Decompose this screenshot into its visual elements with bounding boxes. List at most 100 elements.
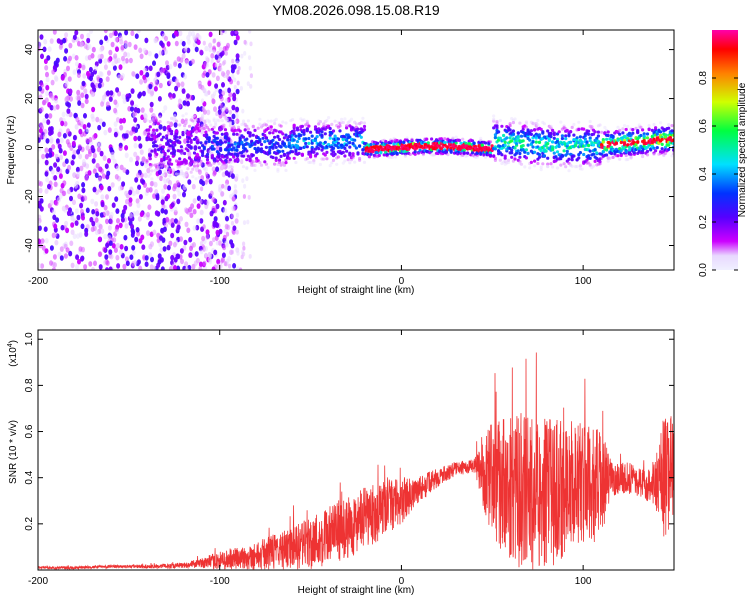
heatmap-cell [114, 174, 119, 180]
heatmap-cell [230, 249, 234, 255]
heatmap-cell [416, 151, 421, 156]
heatmap-cell [74, 183, 78, 189]
heatmap-cell [659, 130, 663, 134]
heatmap-cell [222, 244, 227, 251]
heatmap-cell [108, 96, 113, 102]
heatmap-cell [74, 55, 79, 61]
heatmap-cell [493, 133, 497, 137]
heatmap-cell [39, 106, 44, 113]
heatmap-cell [143, 182, 147, 188]
heatmap-cell [202, 167, 206, 171]
heatmap-cell [150, 241, 154, 247]
heatmap-cell [230, 143, 234, 147]
heatmap-cell [608, 142, 612, 146]
heatmap-cell [174, 78, 179, 84]
heatmap-cell [199, 199, 203, 204]
heatmap-cell [601, 140, 605, 144]
heatmap-cell [232, 263, 237, 269]
heatmap-cell [583, 137, 587, 141]
heatmap-cell [235, 157, 239, 161]
heatmap-cell [147, 128, 151, 132]
heatmap-cell [229, 78, 234, 85]
heatmap-cell [515, 151, 519, 155]
heatmap-cell [577, 127, 581, 132]
heatmap-cell [555, 166, 560, 170]
heatmap-cell [187, 130, 192, 134]
heatmap-cell [135, 188, 140, 195]
heatmap-cell [120, 44, 125, 51]
heatmap-cell [197, 129, 201, 133]
heatmap-cell [92, 134, 97, 140]
heatmap-cell [294, 149, 298, 153]
heatmap-cell [155, 128, 159, 132]
heatmap-cell [202, 88, 206, 94]
heatmap-cell [482, 153, 486, 157]
heatmap-cell [539, 149, 543, 153]
heatmap-cell [228, 121, 232, 126]
heatmap-cell [91, 46, 96, 53]
heatmap-cell [160, 138, 164, 142]
heatmap-cell [539, 168, 543, 172]
heatmap-cell [541, 131, 545, 135]
heatmap-cell [62, 150, 67, 156]
heatmap-cell [159, 40, 164, 46]
heatmap-cell [173, 61, 178, 67]
heatmap-cell [107, 127, 112, 133]
heatmap-cell [626, 157, 630, 162]
heatmap-cell [230, 173, 235, 179]
heatmap-cell [163, 164, 167, 168]
heatmap-cell [199, 141, 203, 145]
heatmap-cell [202, 224, 206, 230]
heatmap-cell [120, 73, 125, 79]
heatmap-cell [42, 46, 47, 53]
heatmap-cell [110, 151, 115, 158]
heatmap-cell [90, 91, 95, 98]
heatmap-cell [236, 80, 240, 86]
heatmap-cell [605, 153, 609, 157]
heatmap-cell [113, 99, 118, 105]
heatmap-cell [472, 141, 476, 145]
heatmap-cell [309, 155, 313, 159]
heatmap-cell [136, 172, 141, 179]
heatmap-cell [163, 209, 168, 215]
heatmap-cell [231, 58, 235, 64]
heatmap-cell [601, 150, 605, 154]
heatmap-cell [524, 120, 529, 124]
snr-y-multiplier: (x104) [7, 340, 19, 367]
heatmap-cell [230, 213, 234, 219]
heatmap-cell [106, 170, 111, 177]
heatmap-cell [148, 83, 153, 90]
heatmap-cell [343, 146, 347, 150]
heatmap-cell [242, 241, 246, 247]
heatmap-cell [39, 121, 44, 128]
heatmap-cell [200, 98, 205, 104]
heatmap-cell [621, 127, 625, 131]
heatmap-cell [131, 126, 136, 132]
heatmap-cell [236, 69, 240, 75]
heatmap-cell [438, 149, 442, 153]
heatmap-cell [454, 135, 458, 139]
heatmap-cell [274, 156, 278, 160]
heatmap-cell [91, 266, 95, 270]
heatmap-cell [508, 128, 512, 132]
heatmap-cell [358, 144, 362, 148]
heatmap-cell [59, 154, 63, 161]
heatmap-cell [322, 122, 326, 126]
heatmap-cell [121, 181, 126, 187]
heatmap-cell [279, 163, 283, 167]
heatmap-cell [187, 151, 192, 157]
heatmap-cell [309, 130, 313, 134]
heatmap-cell [210, 144, 214, 148]
heatmap-cell [305, 145, 309, 149]
heatmap-cell [79, 118, 84, 125]
heatmap-cell [223, 184, 228, 191]
heatmap-cell [281, 149, 285, 153]
heatmap-cell [531, 140, 535, 144]
heatmap-cell [230, 30, 235, 37]
heatmap-cell [118, 118, 123, 124]
heatmap-cell [495, 124, 499, 128]
heatmap-cell [348, 145, 352, 149]
heatmap-cell [84, 153, 89, 160]
heatmap-cell [148, 65, 153, 72]
heatmap-cell [229, 194, 233, 199]
